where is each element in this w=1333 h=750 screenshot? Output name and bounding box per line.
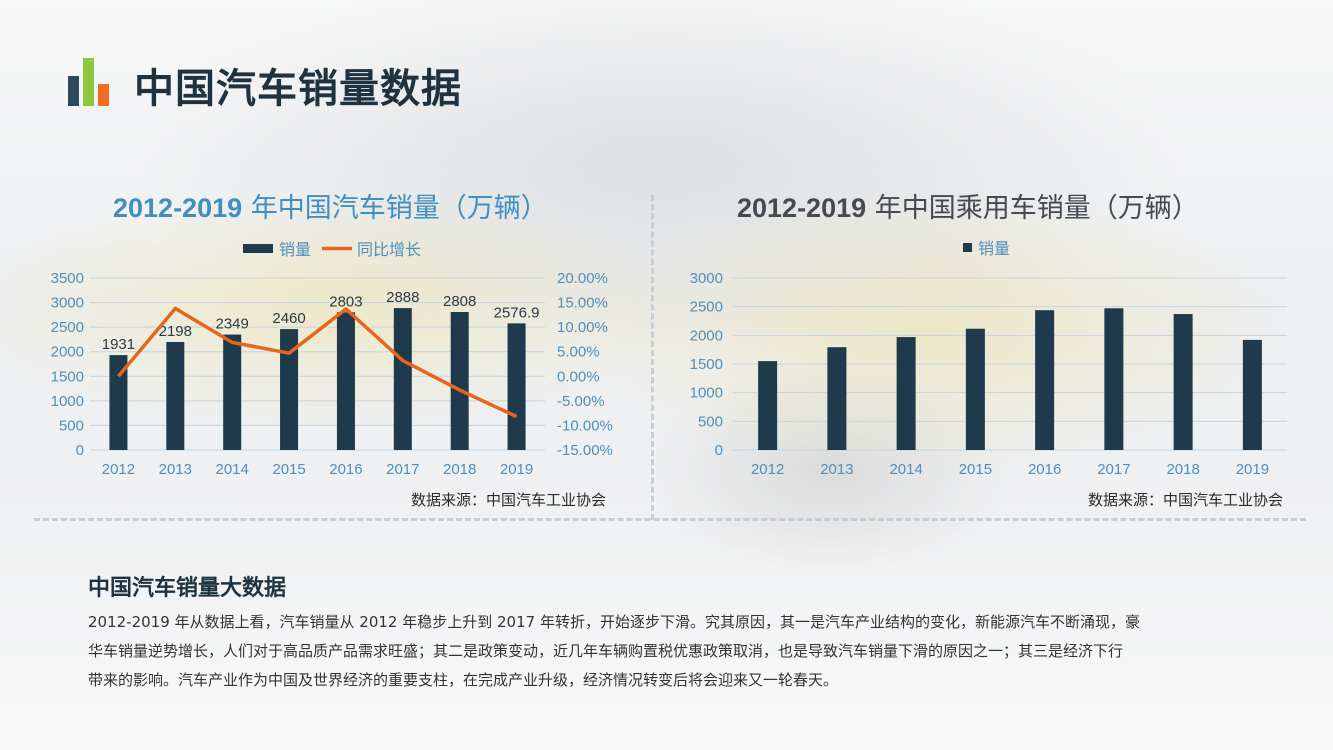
chart1-growth-line (117, 306, 518, 419)
chart2-bar (758, 361, 778, 450)
chart1-xtick: 2015 (272, 461, 305, 478)
chart2-xtick: 2013 (820, 461, 853, 478)
chart1-xtick: 2012 (102, 461, 135, 478)
chart1-legend-bar-swatch (243, 244, 273, 253)
chart2-bar (827, 347, 847, 450)
chart1-ytick-right: 0.00% (557, 368, 600, 385)
body-line: 华车销量逆势增长，人们对于高品质产品需求旺盛；其二是政策变动，近几年车辆购置税优… (88, 642, 1124, 660)
chart1-ytick-left: 3000 (51, 295, 84, 312)
chart2-ytick: 2000 (690, 327, 723, 344)
chart2-xtick: 2017 (1097, 461, 1130, 478)
chart1-bar (507, 323, 526, 450)
bar-chart-logo-icon (68, 58, 110, 106)
chart1-ytick-left: 500 (59, 417, 84, 434)
chart2-ytick: 2500 (690, 299, 723, 316)
chart1-bar (393, 308, 412, 450)
chart2-ytick: 1000 (690, 385, 723, 402)
chart2-xtick: 2015 (959, 461, 992, 478)
chart1-xtick: 2014 (216, 461, 249, 478)
chart1-ytick-left: 2500 (51, 319, 84, 336)
chart1-bar (166, 341, 185, 450)
chart2-ytick: 1500 (690, 356, 723, 373)
chart1-bar (280, 329, 299, 450)
chart2-bar (1035, 310, 1055, 450)
chart2-ytick: 0 (715, 442, 723, 459)
chart2-legend-label: 销量 (978, 240, 1010, 258)
chart2-xtick: 2012 (751, 461, 784, 478)
chart1-xtick: 2017 (386, 461, 419, 478)
chart1-ytick-right: 5.00% (557, 344, 600, 361)
chart1-bar-label: 2198 (159, 323, 192, 340)
chart1-ytick-right: -10.00% (557, 417, 613, 434)
chart2-xtick: 2014 (889, 461, 922, 478)
vertical-divider (651, 195, 654, 520)
chart2-xtick: 2018 (1166, 461, 1199, 478)
chart1-bar-label: 1931 (102, 336, 135, 353)
chart2-title: 2012-2019 年中国乘用车销量（万辆） (737, 193, 1199, 224)
chart1-xtick: 2016 (329, 461, 362, 478)
chart2-source: 数据来源：中国汽车工业协会 (1088, 491, 1284, 509)
chart2-ytick: 500 (698, 413, 723, 430)
chart2-xtick: 2019 (1236, 461, 1269, 478)
body-line: 带来的影响。汽车产业作为中国及世界经济的重要支柱，在完成产业升级，经济情况转变后… (88, 671, 839, 689)
chart1-xtick: 2019 (500, 461, 533, 478)
horizontal-divider (34, 518, 1306, 521)
chart1-bar (450, 312, 469, 450)
chart2-bar (1104, 308, 1124, 450)
chart1-bar (336, 312, 355, 450)
chart1-bar (223, 334, 242, 450)
chart1-ytick-left: 3500 (51, 270, 84, 287)
chart1-ytick-right: 10.00% (557, 319, 608, 336)
chart2-ytick: 3000 (690, 270, 723, 287)
section-title: 中国汽车销量大数据 (88, 576, 287, 601)
chart1-bar-label: 2576.9 (494, 304, 540, 321)
chart1-bar (109, 355, 128, 450)
chart1-xtick: 2018 (443, 461, 476, 478)
chart1-ytick-left: 0 (76, 442, 84, 459)
chart1-ytick-right: -15.00% (557, 442, 613, 459)
chart1-bar-label: 2808 (443, 293, 476, 310)
chart1-bar-label: 2888 (386, 289, 419, 306)
chart1-source: 数据来源：中国汽车工业协会 (411, 491, 607, 509)
chart1-ytick-right: 20.00% (557, 270, 608, 287)
chart2-bar (965, 328, 985, 450)
chart1-ytick-left: 1500 (51, 368, 84, 385)
chart2-xtick: 2016 (1028, 461, 1061, 478)
chart1-xtick: 2013 (159, 461, 192, 478)
chart1-legend-bar-label: 销量 (279, 241, 311, 259)
chart2-bar (1242, 339, 1262, 450)
chart1-ytick-right: 15.00% (557, 295, 608, 312)
section-body: 2012-2019 年从数据上看，汽车销量从 2012 年稳步上升到 2017 … (88, 608, 1248, 695)
chart1-ytick-right: -5.00% (557, 393, 605, 410)
chart1-bar-label: 2460 (272, 310, 305, 327)
body-line: 2012-2019 年从数据上看，汽车销量从 2012 年稳步上升到 2017 … (88, 613, 1140, 631)
chart2-bar (896, 337, 916, 450)
chart1-ytick-left: 1000 (51, 393, 84, 410)
page-title: 中国汽车销量数据 (134, 66, 462, 112)
chart1-ytick-left: 2000 (51, 344, 84, 361)
chart1-bar-label: 2349 (216, 316, 249, 333)
chart1-title: 2012-2019 年中国汽车销量（万辆） (113, 193, 548, 224)
chart1-bar-label: 2803 (329, 293, 362, 310)
chart1-legend-line-label: 同比增长 (357, 241, 421, 259)
chart2-bar (1173, 314, 1193, 450)
chart2-legend-swatch (963, 243, 972, 252)
